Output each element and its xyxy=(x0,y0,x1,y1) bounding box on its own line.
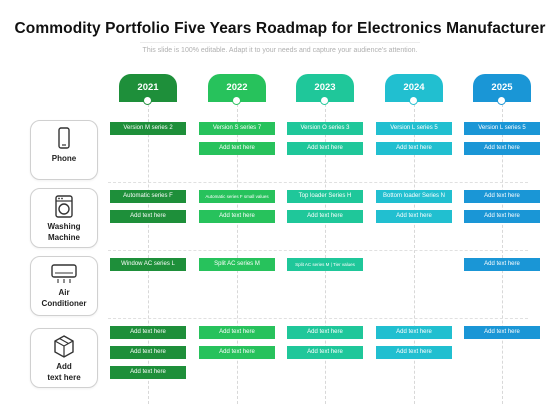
row-label: Phone xyxy=(51,154,77,163)
row-label: Add xyxy=(56,362,72,371)
row-divider-line xyxy=(108,318,528,319)
row-card-air-conditioner: Air Conditioner xyxy=(30,256,98,316)
air-conditioner-icon xyxy=(31,263,97,285)
roadmap-cell[interactable]: Add text here xyxy=(110,346,186,359)
roadmap-cell[interactable]: Bottom loader Series N xyxy=(376,190,452,203)
roadmap-cell[interactable]: Version M series 2 xyxy=(110,122,186,135)
row-label: Conditioner xyxy=(41,299,87,308)
roadmap-cell[interactable]: Top loader Series H xyxy=(287,190,363,203)
roadmap-cell[interactable]: Add text here xyxy=(376,326,452,339)
roadmap-cell[interactable]: Add text here xyxy=(110,210,186,223)
row-card-phone: Phone xyxy=(30,120,98,180)
year-marker-dot xyxy=(497,96,506,105)
row-card-box: Add text here xyxy=(30,328,98,388)
roadmap-cell[interactable]: Add text here xyxy=(110,326,186,339)
roadmap-cell[interactable]: Add text here xyxy=(199,142,275,155)
row-label: text here xyxy=(47,373,81,382)
row-divider-line xyxy=(108,250,528,251)
roadmap-cell[interactable]: Add text here xyxy=(464,142,540,155)
roadmap-cell[interactable]: Add text here xyxy=(376,346,452,359)
roadmap-cell[interactable]: Add text here xyxy=(464,258,540,271)
title-divider xyxy=(140,42,420,43)
column-guide-line xyxy=(502,104,503,404)
washing-machine-icon xyxy=(31,195,97,219)
year-marker-dot xyxy=(409,96,418,105)
roadmap-cell[interactable]: Add text here xyxy=(376,142,452,155)
roadmap-cell[interactable]: Split AC series M xyxy=(199,258,275,271)
column-guide-line xyxy=(414,104,415,404)
roadmap-cell[interactable]: Add text here xyxy=(199,346,275,359)
roadmap-cell[interactable]: Add text here xyxy=(464,190,540,203)
roadmap-cell[interactable]: Add text here xyxy=(464,210,540,223)
box-icon xyxy=(31,335,97,359)
roadmap-cell[interactable]: Add text here xyxy=(376,210,452,223)
roadmap-cell[interactable]: Add text here xyxy=(199,210,275,223)
year-marker-dot xyxy=(232,96,241,105)
roadmap-cell[interactable]: Version O series 3 xyxy=(287,122,363,135)
column-guide-line xyxy=(148,104,149,404)
column-guide-line xyxy=(325,104,326,404)
roadmap-cell[interactable]: Version L series 5 xyxy=(376,122,452,135)
roadmap-cell[interactable]: Add text here xyxy=(287,326,363,339)
year-marker-dot xyxy=(143,96,152,105)
row-label: Washing xyxy=(47,222,81,231)
roadmap-cell[interactable]: Add text here xyxy=(287,346,363,359)
page-title: Commodity Portfolio Five Years Roadmap f… xyxy=(14,20,546,37)
row-label: Machine xyxy=(47,233,80,242)
column-guide-line xyxy=(237,104,238,404)
roadmap-cell[interactable]: Window AC series L xyxy=(110,258,186,271)
year-marker-dot xyxy=(320,96,329,105)
roadmap-cell[interactable]: Automatic series F small values xyxy=(199,190,275,203)
row-card-washing-machine: Washing Machine xyxy=(30,188,98,248)
row-divider-line xyxy=(108,182,528,183)
page-subtitle: This slide is 100% editable. Adapt it to… xyxy=(142,47,418,54)
phone-icon xyxy=(31,127,97,151)
roadmap-cell[interactable]: Add text here xyxy=(464,326,540,339)
roadmap-cell[interactable]: Split AC series M | Tier values xyxy=(287,258,363,271)
roadmap-cell[interactable]: Add text here xyxy=(199,326,275,339)
roadmap-cell[interactable]: Add text here xyxy=(287,142,363,155)
roadmap-cell[interactable]: Version S series 7 xyxy=(199,122,275,135)
row-label: Air xyxy=(58,288,70,297)
roadmap-cell[interactable]: Version L series 5 xyxy=(464,122,540,135)
roadmap-cell[interactable]: Add text here xyxy=(110,366,186,379)
roadmap-cell[interactable]: Add text here xyxy=(287,210,363,223)
roadmap-cell[interactable]: Automatic series F xyxy=(110,190,186,203)
